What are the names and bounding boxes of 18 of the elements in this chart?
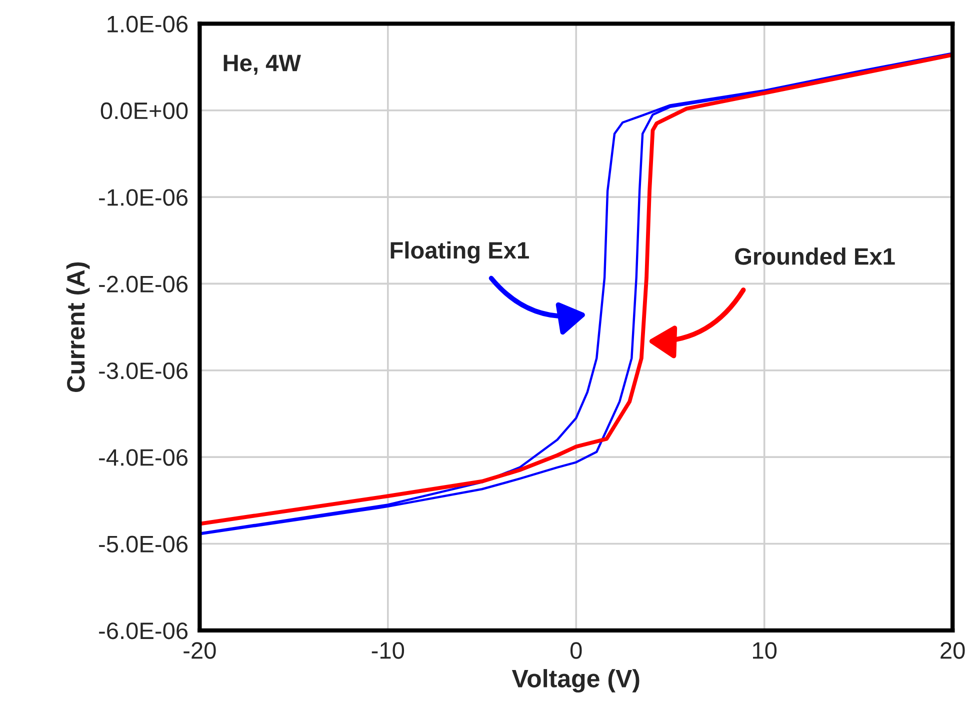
x-tick-label: -20	[184, 642, 216, 659]
y-tick-label: 0.0E+00	[100, 102, 188, 120]
y-tick-label: -2.0E-06	[99, 276, 188, 292]
annotation: Floating Ex1	[390, 241, 529, 264]
y-tick-label: -5.0E-06	[99, 536, 188, 553]
y-tick-label: -1.0E-06	[99, 189, 188, 206]
y-axis-title: Current (A)	[66, 262, 90, 392]
annotation: Grounded Ex1	[735, 247, 895, 265]
x-tick-label: 0	[570, 642, 582, 659]
x-tick-label: 20	[940, 642, 965, 659]
x-tick-label: 10	[753, 642, 777, 659]
y-tick-label: -4.0E-06	[99, 449, 188, 466]
x-tick-label: -10	[372, 642, 404, 659]
y-tick-label: -6.0E-06	[99, 622, 188, 640]
y-tick-label: -3.0E-06	[99, 362, 188, 380]
x-axis-title: Voltage (V)	[512, 669, 640, 692]
annotation: He, 4W	[224, 54, 301, 75]
y-tick-label: 1.0E-06	[108, 16, 188, 32]
